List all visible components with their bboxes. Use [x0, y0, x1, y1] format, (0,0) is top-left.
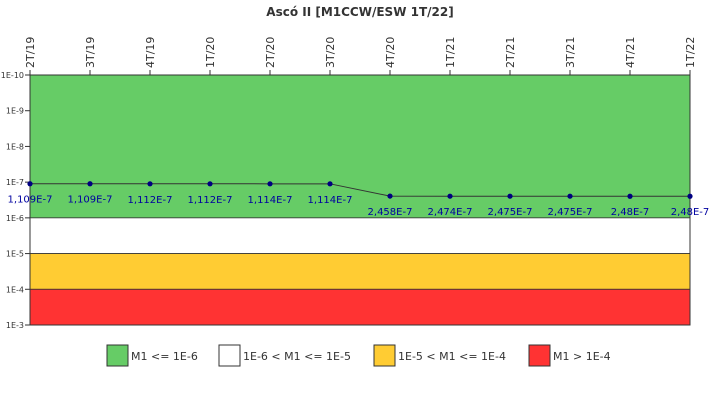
series-line — [30, 183, 690, 197]
data-point — [87, 181, 93, 187]
data-label: 2,48E-7 — [611, 207, 650, 218]
data-label: 1,114E-7 — [308, 195, 353, 206]
chart-title: Ascó II [M1CCW/ESW 1T/22] — [266, 5, 453, 19]
x-tick-label: 3T/19 — [84, 37, 97, 68]
data-point — [267, 181, 273, 187]
data-point — [207, 181, 213, 187]
x-tick-label: 2T/21 — [504, 37, 517, 68]
y-tick-label: 1E-5 — [6, 250, 24, 259]
band-1 — [29, 217, 691, 254]
y-tick-label: 1E-8 — [6, 142, 24, 151]
band-0 — [29, 74, 691, 219]
data-label: 1,112E-7 — [188, 195, 233, 206]
band-2 — [29, 253, 691, 290]
band-3 — [29, 288, 691, 326]
legend-label: M1 <= 1E-6 — [131, 350, 198, 363]
data-label: 2,458E-7 — [368, 207, 413, 218]
data-label: 1,109E-7 — [68, 195, 113, 206]
legend-swatch — [373, 344, 396, 367]
data-point — [687, 193, 693, 199]
legend-swatch — [106, 344, 129, 367]
data-point — [27, 181, 33, 187]
y-tick-label: 1E-4 — [6, 285, 24, 294]
data-point — [567, 193, 573, 199]
y-tick-label: 1E-9 — [6, 107, 24, 116]
data-label: 1,109E-7 — [8, 195, 53, 206]
legend-label: 1E-5 < M1 <= 1E-4 — [398, 350, 506, 363]
x-tick-label: 3T/21 — [564, 37, 577, 68]
data-label: 1,114E-7 — [248, 195, 293, 206]
x-tick-label: 3T/20 — [324, 37, 337, 68]
x-tick-label: 2T/19 — [24, 37, 37, 68]
x-tick-label: 1T/21 — [444, 37, 457, 68]
y-tick-label: 1E-10 — [1, 71, 24, 80]
legend-label: M1 > 1E-4 — [553, 350, 611, 363]
legend-swatch — [528, 344, 551, 367]
plot-frame — [29, 74, 691, 326]
data-label: 2,475E-7 — [548, 207, 593, 218]
data-label: 1,112E-7 — [128, 195, 173, 206]
data-label: 2,475E-7 — [488, 207, 533, 218]
data-point — [387, 193, 393, 199]
data-point — [327, 181, 333, 187]
x-tick-label: 4T/21 — [624, 37, 637, 68]
legend-label: 1E-6 < M1 <= 1E-5 — [243, 350, 351, 363]
x-tick-label: 4T/19 — [144, 37, 157, 68]
data-point — [627, 193, 633, 199]
data-point — [507, 193, 513, 199]
data-point — [447, 193, 453, 199]
x-tick-label: 1T/20 — [204, 37, 217, 68]
y-tick-label: 1E-6 — [6, 214, 24, 223]
y-tick-label: 1E-7 — [6, 178, 24, 187]
x-tick-label: 2T/20 — [264, 37, 277, 68]
legend-swatch — [218, 344, 241, 367]
x-tick-label: 1T/22 — [684, 37, 697, 68]
data-label: 2,474E-7 — [428, 207, 473, 218]
y-tick-label: 1E-3 — [6, 321, 24, 330]
x-tick-label: 4T/20 — [384, 37, 397, 68]
data-point — [147, 181, 153, 187]
data-label: 2,48E-7 — [671, 207, 710, 218]
